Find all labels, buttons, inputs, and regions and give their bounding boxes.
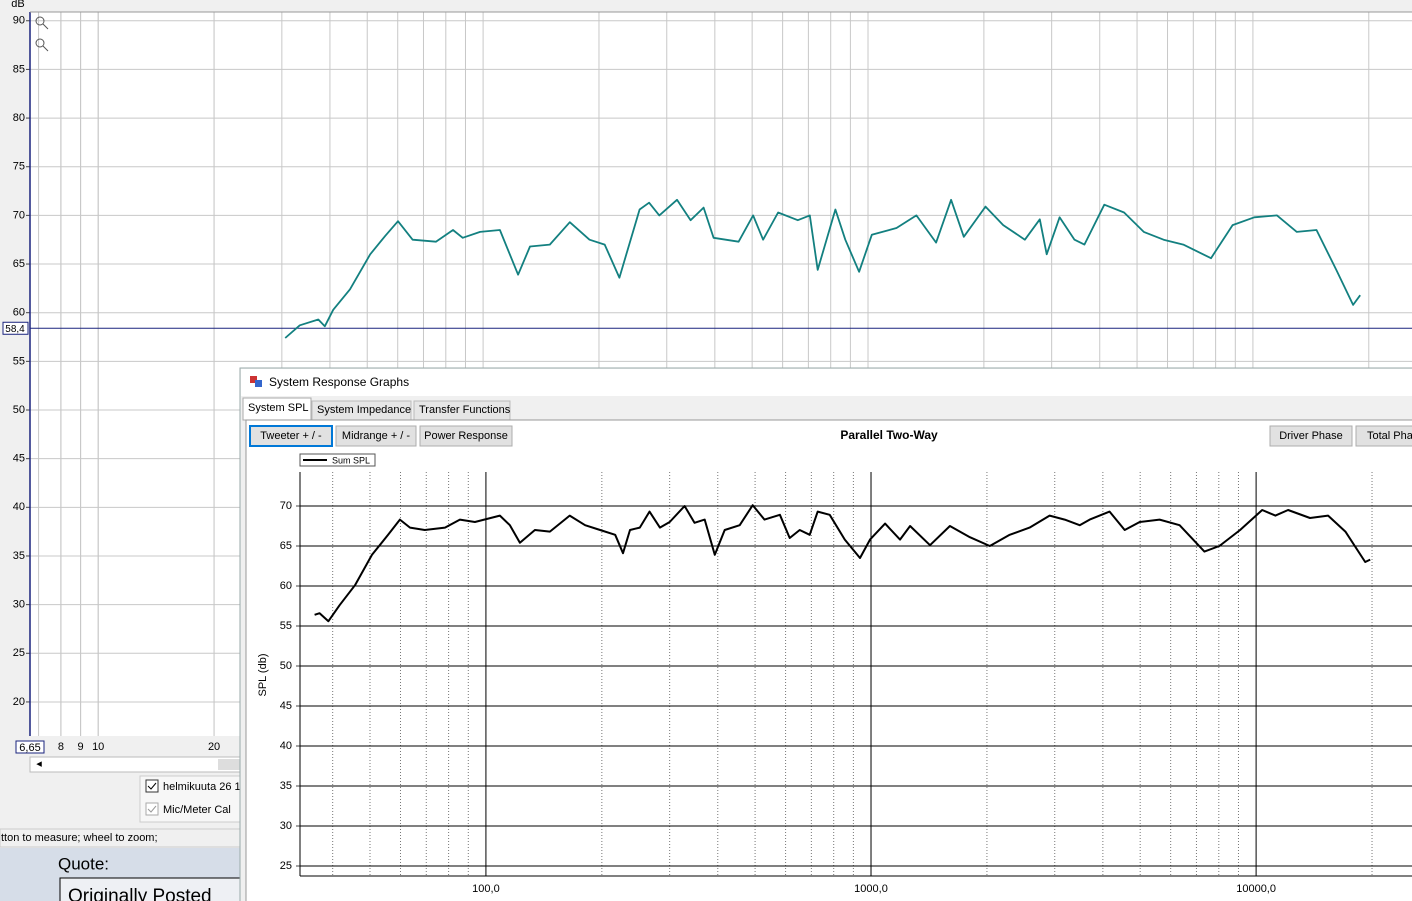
y-tick-label: 50 xyxy=(13,404,25,416)
button-label[interactable]: Total Pha xyxy=(1367,430,1412,442)
x-tick-label: 8 xyxy=(58,741,64,753)
y-tick-label: 60 xyxy=(280,580,292,592)
x-tick-label: 1000,0 xyxy=(854,883,888,895)
scroll-thumb[interactable] xyxy=(218,759,240,770)
rew-y-unit: dB xyxy=(11,0,24,10)
series-line xyxy=(314,504,1371,623)
y-tick-label: 70 xyxy=(13,209,25,221)
button-label[interactable]: Tweeter + / - xyxy=(260,430,322,442)
zoom-handle xyxy=(42,45,49,52)
y-tick-label: 55 xyxy=(280,620,292,632)
chart-panel xyxy=(245,419,1412,901)
y-tick-label: 65 xyxy=(280,540,292,552)
y-tick-label: 25 xyxy=(280,860,292,872)
window-icon xyxy=(250,376,257,383)
y-tick-label: 70 xyxy=(280,500,292,512)
button[interactable] xyxy=(335,425,417,447)
window-titlebar xyxy=(241,369,1412,396)
y-tick-label: 65 xyxy=(13,258,25,270)
y-tick-label: 75 xyxy=(13,161,25,173)
cursor-label: 58,4 xyxy=(5,324,25,335)
checkbox[interactable] xyxy=(145,802,159,816)
y-tick-label: 30 xyxy=(13,599,25,611)
y-tick-label: 50 xyxy=(280,660,292,672)
tab[interactable]: Transfer Functions xyxy=(419,404,511,416)
button-label[interactable]: Power Response xyxy=(424,430,508,442)
button[interactable] xyxy=(1269,425,1353,447)
y-axis-label: SPL (db) xyxy=(257,653,269,696)
y-tick-label: 60 xyxy=(13,307,25,319)
forum-quote: Quote: xyxy=(58,854,109,873)
zoom-handle xyxy=(42,23,49,30)
y-tick-label: 45 xyxy=(280,700,292,712)
y-tick-label: 90 xyxy=(13,15,25,27)
rew-scrollbar[interactable] xyxy=(29,756,241,773)
forum-posted: Originally Posted xyxy=(68,886,212,901)
check xyxy=(147,782,157,790)
y-tick-label: 30 xyxy=(280,820,292,832)
x-tick-label: 10000,0 xyxy=(1236,883,1276,895)
zoom-icon[interactable] xyxy=(35,38,45,48)
y-tick-label: 35 xyxy=(13,550,25,562)
y-tick-label: 80 xyxy=(13,112,25,124)
button-label[interactable]: Midrange + / - xyxy=(342,430,411,442)
y-tick-label: 40 xyxy=(13,501,25,513)
y-tick-label: 40 xyxy=(280,740,292,752)
series-line xyxy=(284,198,1361,339)
legend-entry: helmikuuta 26 1 xyxy=(163,781,241,793)
x-tick-label: 10 xyxy=(92,741,104,753)
status-text: tton to measure; wheel to zoom; xyxy=(1,832,158,844)
window-title: System Response Graphs xyxy=(269,375,409,389)
checkbox[interactable] xyxy=(145,779,159,793)
y-tick-label: 25 xyxy=(13,647,25,659)
y-tick-label: 35 xyxy=(280,780,292,792)
legend-entry: Sum SPL xyxy=(332,455,370,465)
button[interactable] xyxy=(249,425,333,447)
x-tick-label: 100,0 xyxy=(472,883,500,895)
y-tick-label: 55 xyxy=(13,355,25,367)
y-tick-label: 20 xyxy=(13,696,25,708)
chart-title: Parallel Two-Way xyxy=(840,428,938,442)
tab[interactable]: System Impedance xyxy=(317,404,411,416)
y-tick-label: 45 xyxy=(13,453,25,465)
button[interactable] xyxy=(419,425,513,447)
y-tick-label: 85 xyxy=(13,63,25,75)
button[interactable] xyxy=(1355,425,1412,447)
x-tick-label: 20 xyxy=(208,741,220,753)
cursor-label: 6,65 xyxy=(19,742,40,754)
scroll-left[interactable]: ◂ xyxy=(36,758,42,770)
zoom-icon[interactable] xyxy=(35,16,45,26)
cursor-box xyxy=(15,740,45,754)
tab[interactable]: System SPL xyxy=(248,402,309,414)
window-icon xyxy=(255,380,262,387)
check xyxy=(147,805,157,813)
x-tick-label: 9 xyxy=(78,741,84,753)
button-label[interactable]: Driver Phase xyxy=(1279,430,1343,442)
cursor-box xyxy=(2,321,29,335)
legend-box xyxy=(299,453,376,467)
legend-entry: Mic/Meter Cal xyxy=(163,804,231,816)
